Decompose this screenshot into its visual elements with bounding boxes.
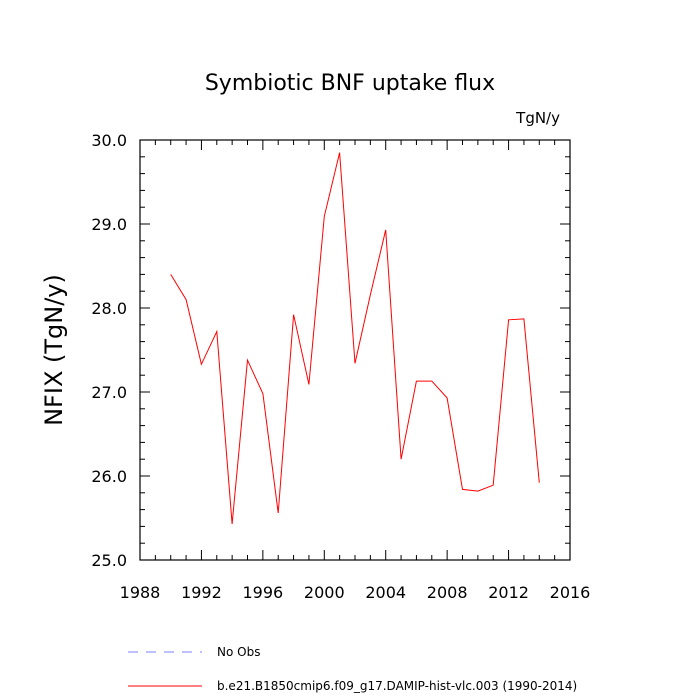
x-tick-label: 1988: [120, 583, 161, 602]
y-tick-label: 28.0: [91, 299, 127, 318]
x-tick-label: 2008: [427, 583, 468, 602]
y-axis: 25.0 26.0 27.0 28.0 29.0 30.0: [91, 131, 570, 570]
x-axis: 1988 1992 1996 2000 2004 2008 2012 2016: [120, 140, 591, 602]
x-tick-label: 1996: [242, 583, 283, 602]
units-label: TgN/y: [515, 109, 560, 127]
y-tick-label: 25.0: [91, 551, 127, 570]
y-tick-label: 26.0: [91, 467, 127, 486]
y-tick-label: 30.0: [91, 131, 127, 150]
series-layer: [170, 152, 540, 524]
x-tick-label: 2016: [550, 583, 591, 602]
legend-no-obs-label: No Obs: [217, 645, 260, 659]
x-tick-label: 1992: [181, 583, 222, 602]
x-tick-label: 2012: [488, 583, 529, 602]
series-line: [170, 152, 540, 524]
chart-title: Symbiotic BNF uptake flux: [205, 71, 495, 96]
legend: No Obs b.e21.B1850cmip6.f09_g17.DAMIP-hi…: [128, 645, 577, 693]
y-axis-label: NFIX (TgN/y): [40, 274, 68, 426]
y-tick-label: 29.0: [91, 215, 127, 234]
legend-series-label: b.e21.B1850cmip6.f09_g17.DAMIP-hist-vlc.…: [217, 679, 577, 693]
x-tick-label: 2000: [304, 583, 345, 602]
x-tick-label: 2004: [365, 583, 406, 602]
y-tick-label: 27.0: [91, 383, 127, 402]
